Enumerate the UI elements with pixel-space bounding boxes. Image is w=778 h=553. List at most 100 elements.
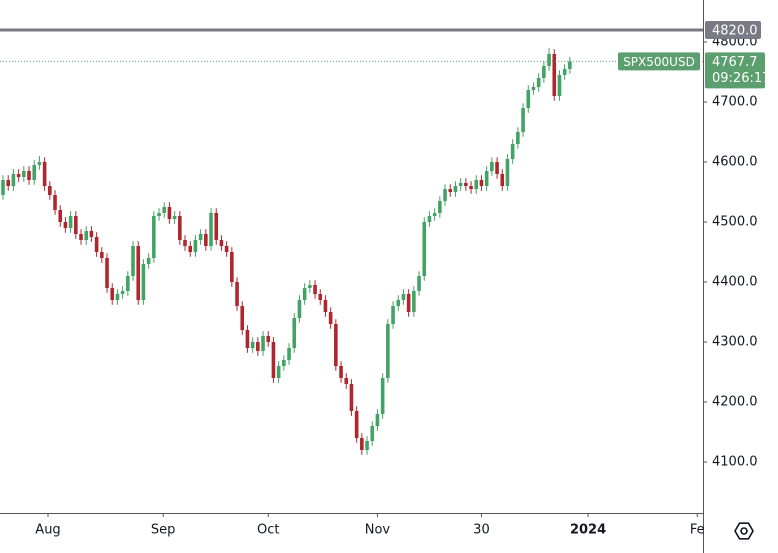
countdown-label: 09:26:17: [712, 71, 770, 86]
candle-body: [224, 246, 229, 252]
candle-body: [536, 78, 541, 87]
candle-body: [27, 171, 31, 180]
level-label-box: [705, 21, 761, 39]
candle-body: [349, 384, 354, 411]
candle-body: [495, 162, 499, 174]
candle-body: [172, 216, 177, 219]
candle-body: [287, 348, 291, 360]
price-box: [705, 52, 765, 89]
candle-body: [484, 171, 489, 186]
candle-body: [42, 162, 47, 186]
candle-body: [568, 61, 572, 69]
candle-body: [126, 276, 130, 291]
candle-body: [401, 294, 406, 300]
candle-body: [198, 234, 203, 240]
y-tick-label: 4100.0: [712, 455, 758, 470]
candle-body: [365, 441, 369, 450]
candle-body: [136, 246, 141, 300]
y-tick-label: 4700.0: [712, 95, 758, 110]
candle-body: [375, 414, 380, 426]
candle-body: [313, 285, 317, 294]
y-tick-label: 4200.0: [712, 395, 758, 410]
candle-body: [146, 258, 151, 264]
candle-body: [458, 183, 463, 186]
candle-body: [235, 282, 239, 306]
candle-body: [334, 324, 338, 366]
y-tick-label: 4400.0: [712, 275, 758, 290]
candle-body: [100, 252, 104, 258]
settings-hex[interactable]: [734, 522, 754, 540]
candle-body: [32, 165, 37, 180]
candle-body: [48, 186, 52, 195]
candle-body: [422, 222, 427, 276]
candle-body: [510, 144, 515, 159]
candle-body: [230, 252, 234, 282]
candle-body: [183, 240, 187, 246]
candle-body: [256, 342, 260, 351]
x-tick-label: 30: [473, 523, 490, 538]
candle-body: [297, 300, 302, 318]
candle-body: [58, 210, 63, 222]
candle-body: [490, 162, 494, 171]
candle-body: [84, 231, 89, 240]
candle-body: [432, 213, 437, 216]
candle-body: [531, 87, 536, 90]
candle-body: [438, 201, 442, 213]
candle-body: [282, 360, 286, 366]
y-tick-label: 4600.0: [712, 155, 758, 170]
candle-body: [526, 90, 531, 108]
candle-body: [120, 291, 125, 294]
candle-body: [219, 240, 224, 246]
candle-body: [464, 183, 468, 186]
candle-body: [115, 294, 120, 300]
candle-body: [94, 237, 99, 252]
level-label: 4820.0: [712, 24, 758, 39]
candle-body: [562, 69, 567, 75]
candle-body: [162, 207, 167, 213]
candle-body: [505, 159, 510, 186]
candle-body: [448, 189, 453, 192]
x-tick-label: Oct: [257, 523, 279, 538]
candle-body: [354, 411, 359, 438]
candle-body: [110, 288, 115, 300]
x-tick-label: 2024: [570, 523, 606, 538]
candle-body: [391, 306, 395, 324]
candle-body: [417, 276, 421, 291]
candle-body: [6, 180, 11, 186]
candle-body: [68, 216, 73, 228]
candle-body: [386, 324, 390, 378]
candle-body: [453, 186, 458, 192]
y-tick-label: 4300.0: [712, 335, 758, 350]
candle-body: [204, 234, 208, 246]
candle-body: [328, 312, 333, 324]
candle-body: [308, 285, 312, 288]
candle-body: [11, 174, 16, 186]
candle-body: [157, 213, 161, 216]
candle-body: [250, 342, 255, 348]
symbol-box: [618, 52, 700, 71]
settings-icon[interactable]: [734, 522, 754, 540]
candle-body: [214, 213, 219, 240]
settings-dot[interactable]: [740, 527, 748, 535]
price-label: 4767.7: [712, 55, 758, 70]
candle-body: [131, 246, 135, 276]
candle-body: [53, 195, 57, 210]
candle-body: [318, 294, 323, 300]
candle-body: [79, 234, 83, 240]
candle-body: [178, 216, 182, 240]
candle-body: [271, 342, 276, 378]
candle-body: [469, 186, 473, 189]
candle-body: [521, 108, 525, 132]
candle-body: [427, 216, 432, 222]
candle-body: [547, 54, 551, 66]
candle-body: [344, 378, 349, 384]
candle-body: [302, 288, 307, 300]
candle-body: [261, 336, 265, 351]
candle-body: [557, 75, 562, 96]
candle-body: [406, 294, 411, 312]
candle-body: [360, 438, 364, 450]
candle-body: [1, 180, 5, 195]
candle-body: [396, 300, 401, 306]
candle-body: [245, 330, 250, 348]
